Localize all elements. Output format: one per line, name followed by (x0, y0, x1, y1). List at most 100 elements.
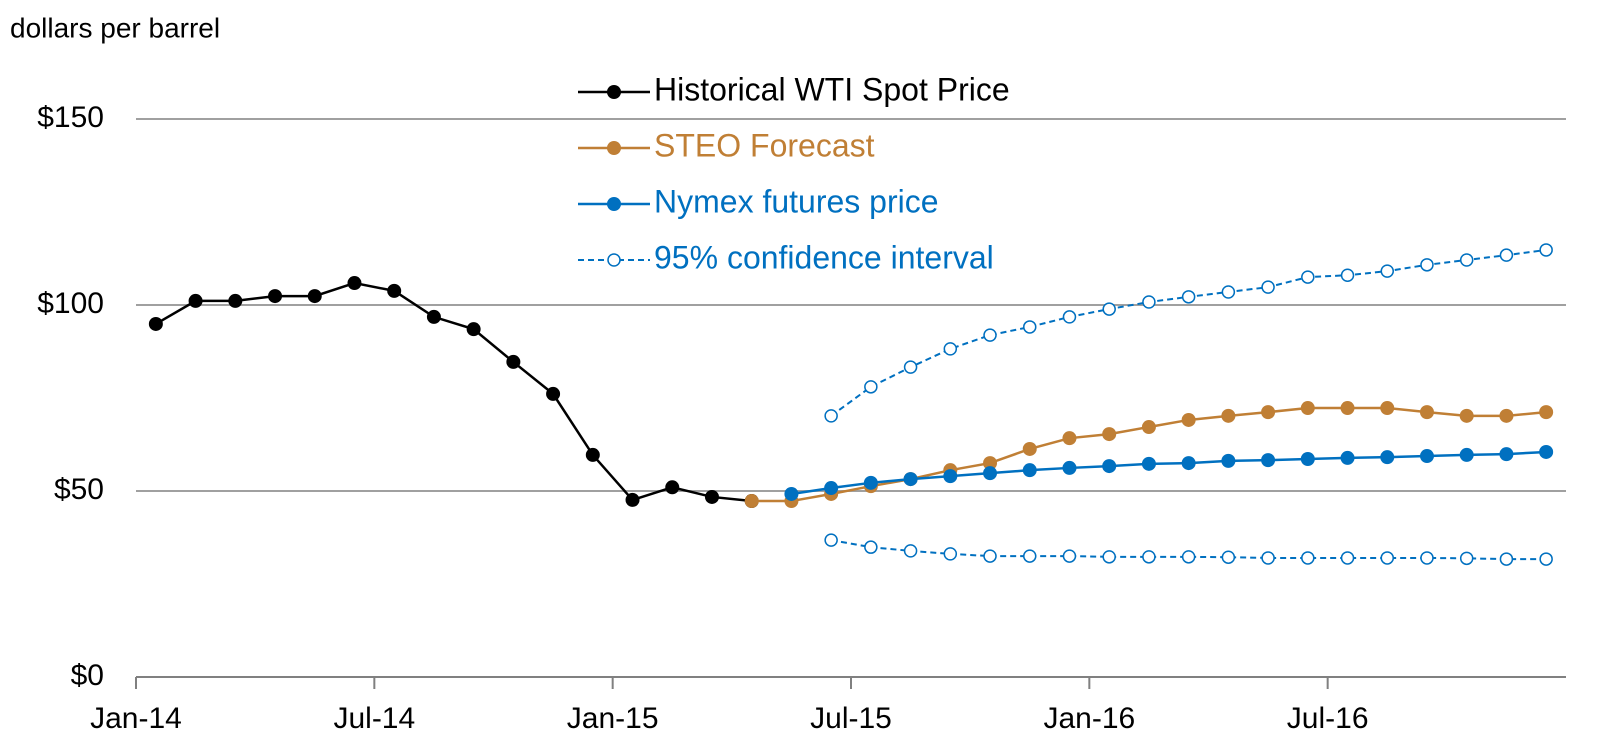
data-point (1459, 551, 1474, 566)
data-point (943, 547, 958, 561)
data-point (864, 540, 878, 554)
data-point (1181, 550, 1196, 564)
data-point (1141, 420, 1156, 435)
data-point (1023, 320, 1037, 334)
data-point (1062, 549, 1077, 563)
legend-label: STEO Forecast (654, 127, 875, 163)
data-point (1380, 551, 1394, 565)
data-point (1300, 401, 1315, 416)
data-point (903, 472, 918, 487)
data-point (228, 293, 243, 308)
data-point (1419, 405, 1434, 420)
data-point (1539, 405, 1554, 420)
data-point (1102, 459, 1117, 474)
x-tick-label: Jul-15 (810, 702, 892, 735)
data-point (1340, 268, 1355, 282)
data-point (864, 380, 878, 394)
legend-marker (607, 85, 621, 99)
data-point (665, 480, 680, 495)
x-tick-label: Jul-14 (333, 702, 415, 735)
data-point (744, 494, 759, 509)
data-point (188, 293, 203, 308)
legend-marker (607, 197, 621, 211)
data-point (1499, 248, 1514, 262)
data-point (1261, 280, 1275, 294)
data-point (1301, 270, 1315, 284)
data-point (1420, 258, 1434, 272)
data-point (1221, 285, 1236, 299)
data-point (1141, 456, 1156, 471)
data-point (704, 489, 719, 504)
data-point (466, 322, 481, 337)
x-tick-label: Jan-16 (1043, 702, 1135, 735)
data-point (903, 360, 918, 374)
data-point (1300, 452, 1315, 467)
data-point (1340, 401, 1355, 416)
data-point (1022, 441, 1037, 456)
data-point (1539, 243, 1553, 257)
data-point (1261, 405, 1276, 420)
data-point (983, 466, 998, 481)
y-tick-label: $0 (71, 659, 104, 692)
data-point (1221, 408, 1236, 423)
data-point (1380, 264, 1394, 278)
data-point (1102, 302, 1116, 316)
data-point (943, 342, 958, 356)
data-point (1340, 450, 1355, 465)
legend-label: Nymex futures price (654, 183, 939, 219)
data-point (983, 456, 998, 471)
data-point (1459, 447, 1474, 462)
data-point (903, 544, 918, 558)
legend-label: Historical WTI Spot Price (654, 71, 1010, 107)
data-point (1420, 551, 1434, 565)
data-point (1181, 412, 1196, 427)
y-tick-label: $50 (54, 473, 104, 506)
data-point (1062, 310, 1077, 324)
data-point (307, 289, 322, 304)
data-point (625, 492, 640, 507)
data-point (268, 289, 283, 304)
data-point (1023, 549, 1037, 563)
y-axis-label: dollars per barrel (10, 12, 220, 43)
data-point (1022, 463, 1037, 478)
data-point (1459, 408, 1474, 423)
data-point (1380, 401, 1395, 416)
data-point (1142, 295, 1156, 309)
data-point (1102, 550, 1116, 564)
legend-label: 95% confidence interval (654, 239, 994, 275)
data-point (1062, 460, 1077, 475)
data-point (1102, 427, 1117, 442)
data-point (1499, 552, 1514, 566)
data-point (1261, 453, 1276, 468)
x-tick-label: Jul-16 (1287, 702, 1369, 735)
data-point (983, 549, 997, 563)
data-point (1419, 449, 1434, 464)
data-point (943, 469, 958, 484)
legend-marker (607, 141, 621, 155)
data-point (1221, 453, 1236, 468)
data-point (347, 276, 362, 291)
series-line (155, 281, 752, 503)
data-point (1499, 447, 1514, 462)
data-point (1539, 444, 1554, 459)
data-point (1340, 551, 1355, 565)
data-point (1181, 456, 1196, 471)
data-point (1142, 550, 1156, 564)
data-point (1062, 431, 1077, 446)
legend-marker (607, 253, 621, 267)
y-tick-label: $100 (37, 287, 104, 320)
data-point (824, 481, 839, 496)
data-point (824, 533, 838, 547)
data-point (824, 409, 838, 423)
data-point (546, 386, 561, 401)
x-tick-label: Jan-15 (567, 702, 659, 735)
data-point (1261, 551, 1275, 565)
data-point (426, 309, 441, 324)
data-point (585, 447, 600, 462)
data-point (1539, 552, 1553, 566)
data-point (387, 283, 402, 298)
data-point (863, 475, 878, 490)
data-point (148, 316, 163, 331)
data-point (1380, 450, 1395, 465)
